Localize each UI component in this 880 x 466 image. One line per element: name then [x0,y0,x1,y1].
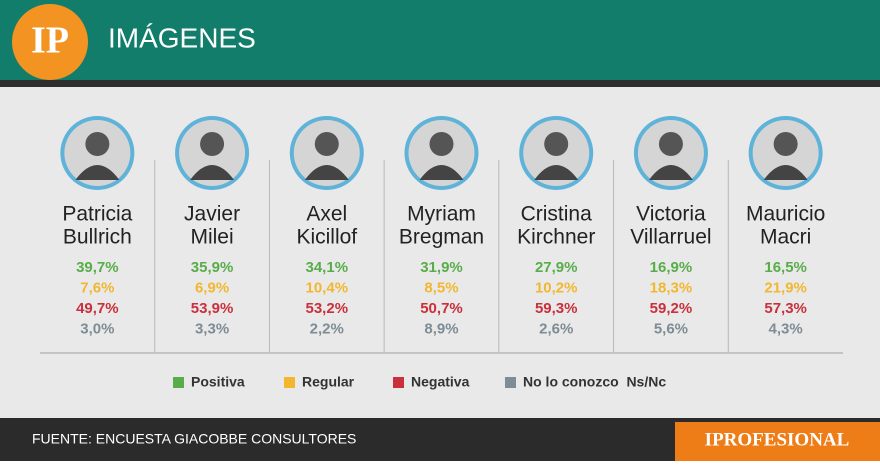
value: 59,3% [535,300,578,317]
logo-circle [12,4,88,80]
photo-body [534,165,579,180]
brand: IPROFESIONAL [705,429,850,450]
person-name: Bregman [399,226,484,249]
value: 2,6% [539,320,573,337]
value: 18,3% [650,279,693,296]
value: 49,7% [76,300,119,317]
value: 6,9% [195,279,229,296]
photo-head [200,132,225,156]
value: 39,7% [76,259,119,276]
value: 16,5% [764,259,807,276]
value: 50,7% [420,300,463,317]
value: 21,9% [764,279,807,296]
value: 2,2% [310,320,344,337]
photo-body [304,165,349,180]
person-name: Victoria [636,203,706,226]
footer-source: FUENTE: ENCUESTA GIACOBBE CONSULTORES [32,431,356,447]
person-name: Javier [184,203,240,226]
person-name: Macri [760,226,811,249]
person-name: Bullrich [63,226,132,249]
person-name: Myriam [407,203,476,226]
photo-body [763,165,808,180]
photo-head [429,132,454,156]
header-title: IMÁGENES [108,22,256,53]
value: 8,5% [424,279,458,296]
legend-swatch [505,377,516,388]
legend-label: Regular [302,374,355,390]
header-rule [0,80,880,87]
value: 53,2% [306,300,349,317]
person-name: Mauricio [746,203,825,226]
value: 59,2% [650,300,693,317]
logo-text: IP [31,20,69,62]
value: 10,2% [535,279,578,296]
value: 8,9% [424,320,458,337]
person-name: Villarruel [630,226,711,249]
photo-body [648,165,693,180]
person-name: Axel [306,203,347,226]
value: 35,9% [191,259,234,276]
person-name: Patricia [62,203,132,226]
header-band [0,0,880,80]
photo-head [85,132,110,156]
legend: Positiva Regular Negativa No lo conozco Ns/… [173,374,666,390]
photo-body [75,165,120,180]
legend-label: No lo conozco Ns/Nc [523,374,666,390]
value: 4,3% [769,320,803,337]
legend-swatch [393,377,404,388]
photo-body [190,165,235,180]
person-name: Milei [190,226,233,249]
photo-head [314,132,339,156]
value: 3,3% [195,320,229,337]
photo-body [419,165,464,180]
person-name: Kicillof [296,226,357,249]
person-name: Kirchner [517,226,595,249]
value: 27,9% [535,259,578,276]
photo-head [544,132,569,156]
person-name: Cristina [521,203,593,226]
value: 57,3% [764,300,807,317]
legend-swatch [173,377,184,388]
value: 5,6% [654,320,688,337]
value: 10,4% [306,279,349,296]
legend-label: Negativa [411,374,470,390]
legend-label: Positiva [191,374,245,390]
legend-swatch [284,377,295,388]
value: 31,9% [420,259,463,276]
value: 16,9% [650,259,693,276]
photo-head [773,132,798,156]
value: 34,1% [306,259,349,276]
photo-head [658,132,683,156]
value: 53,9% [191,300,234,317]
value: 3,0% [80,320,114,337]
value: 7,6% [80,279,114,296]
brand-box [675,422,880,461]
